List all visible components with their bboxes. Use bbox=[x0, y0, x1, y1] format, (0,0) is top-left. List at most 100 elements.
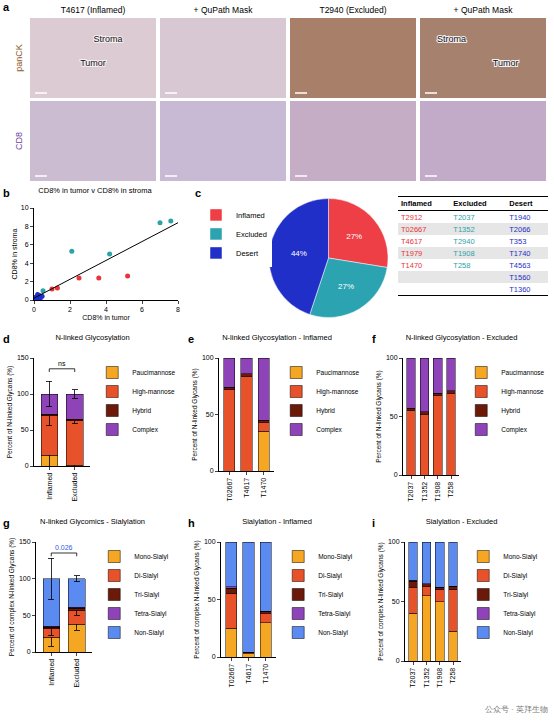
svg-text:Sialylation - Inflamed: Sialylation - Inflamed bbox=[242, 517, 312, 526]
svg-text:ns: ns bbox=[58, 360, 66, 367]
svg-text:CD8: CD8 bbox=[14, 132, 24, 150]
svg-text:Di-Sialyl: Di-Sialyl bbox=[503, 572, 527, 580]
svg-text:T1352: T1352 bbox=[421, 482, 428, 502]
svg-text:0: 0 bbox=[212, 653, 216, 660]
svg-text:Non-Sialyl: Non-Sialyl bbox=[134, 629, 164, 637]
svg-text:+ QuPath Mask: + QuPath Mask bbox=[194, 5, 254, 15]
svg-text:T4617 (Inflamed): T4617 (Inflamed) bbox=[61, 5, 126, 15]
svg-text:0: 0 bbox=[394, 471, 398, 478]
svg-text:Complex: Complex bbox=[316, 426, 342, 434]
svg-text:N-linked Glycosylation - Exclu: N-linked Glycosylation - Excluded bbox=[406, 333, 518, 342]
svg-text:Tetra-Sialyl: Tetra-Sialyl bbox=[134, 610, 167, 618]
svg-text:50: 50 bbox=[23, 612, 31, 619]
svg-text:Paucimannose: Paucimannose bbox=[501, 369, 544, 376]
svg-text:Tri-Sialyl: Tri-Sialyl bbox=[503, 591, 529, 599]
svg-text:T1470: T1470 bbox=[260, 478, 267, 498]
svg-text:44%: 44% bbox=[291, 249, 307, 258]
svg-text:100: 100 bbox=[17, 390, 29, 397]
svg-text:Inflamed: Inflamed bbox=[236, 211, 265, 220]
svg-text:50: 50 bbox=[390, 413, 398, 420]
svg-text:6: 6 bbox=[140, 306, 144, 313]
svg-text:Percent of complex N-linked Gl: Percent of complex N-linked Glycans (%) bbox=[377, 542, 385, 661]
svg-text:Excluded: Excluded bbox=[71, 473, 78, 502]
svg-text:100: 100 bbox=[386, 354, 398, 361]
svg-text:Non-Sialyl: Non-Sialyl bbox=[318, 629, 348, 637]
svg-text:Di-Sialyl: Di-Sialyl bbox=[134, 572, 158, 580]
svg-text:T1352: T1352 bbox=[423, 668, 430, 688]
svg-text:0.026: 0.026 bbox=[55, 544, 73, 551]
svg-text:0: 0 bbox=[27, 648, 31, 655]
svg-text:Excluded: Excluded bbox=[73, 659, 80, 688]
svg-text:+ QuPath Mask: + QuPath Mask bbox=[454, 5, 514, 15]
svg-text:100: 100 bbox=[388, 538, 400, 545]
svg-text:N-linked Glycosylation: N-linked Glycosylation bbox=[55, 333, 129, 342]
svg-text:High-mannose: High-mannose bbox=[501, 388, 544, 396]
svg-text:50: 50 bbox=[21, 426, 29, 433]
svg-text:0: 0 bbox=[25, 462, 29, 469]
svg-text:Percent of complex N-linked Gl: Percent of complex N-linked Glycans (%) bbox=[193, 540, 201, 659]
svg-text:Tetra-Sialyl: Tetra-Sialyl bbox=[318, 610, 351, 618]
svg-text:Di-Sialyl: Di-Sialyl bbox=[318, 572, 342, 580]
svg-text:Percent of N-linked Glycans (%: Percent of N-linked Glycans (%) bbox=[191, 368, 199, 460]
svg-text:50: 50 bbox=[208, 596, 216, 603]
svg-text:CD8% in stroma: CD8% in stroma bbox=[11, 228, 18, 279]
svg-text:Hybrid: Hybrid bbox=[316, 407, 335, 415]
svg-text:T2037: T2037 bbox=[409, 668, 416, 688]
svg-text:27%: 27% bbox=[338, 282, 354, 291]
svg-text:Tri-Sialyl: Tri-Sialyl bbox=[318, 591, 344, 599]
svg-text:Percent of N-linked Glycans (%: Percent of N-linked Glycans (%) bbox=[6, 366, 14, 458]
svg-text:T02667: T02667 bbox=[228, 664, 235, 688]
svg-text:Non-Sialyl: Non-Sialyl bbox=[503, 629, 533, 637]
svg-text:Excluded: Excluded bbox=[236, 230, 267, 239]
svg-text:2: 2 bbox=[25, 278, 29, 285]
svg-text:High-mannose: High-mannose bbox=[316, 388, 359, 396]
svg-text:10: 10 bbox=[21, 204, 29, 211]
svg-text:T258: T258 bbox=[447, 482, 454, 498]
svg-text:T1908: T1908 bbox=[434, 482, 441, 502]
svg-text:T02667: T02667 bbox=[226, 478, 233, 502]
svg-text:Paucimannose: Paucimannose bbox=[316, 369, 359, 376]
svg-text:0: 0 bbox=[32, 306, 36, 313]
svg-text:N-linked Glycomics - Sialylati: N-linked Glycomics - Sialylation bbox=[40, 517, 145, 526]
svg-text:T4617: T4617 bbox=[245, 664, 252, 684]
svg-text:Inflamed: Inflamed bbox=[48, 659, 55, 686]
svg-text:Stroma: Stroma bbox=[437, 34, 466, 44]
svg-text:T1908: T1908 bbox=[436, 668, 443, 688]
svg-text:100: 100 bbox=[204, 538, 216, 545]
svg-text:T2037: T2037 bbox=[407, 482, 414, 502]
svg-text:CD8% in tumor v CD8% in stroma: CD8% in tumor v CD8% in stroma bbox=[38, 186, 152, 195]
svg-text:Complex: Complex bbox=[501, 426, 527, 434]
svg-text:T1470: T1470 bbox=[262, 664, 269, 684]
svg-text:100: 100 bbox=[202, 354, 214, 361]
svg-text:4: 4 bbox=[25, 260, 29, 267]
svg-text:6: 6 bbox=[25, 241, 29, 248]
svg-text:Mono-Sialyl: Mono-Sialyl bbox=[318, 553, 353, 561]
svg-text:N-linked Glycosylation - Infla: N-linked Glycosylation - Inflamed bbox=[222, 333, 332, 342]
svg-text:8: 8 bbox=[176, 306, 180, 313]
svg-text:0: 0 bbox=[210, 467, 214, 474]
svg-text:100: 100 bbox=[19, 575, 31, 582]
svg-text:Tetra-Sialyl: Tetra-Sialyl bbox=[503, 610, 536, 618]
svg-text:Mono-Sialyl: Mono-Sialyl bbox=[134, 553, 169, 561]
svg-text:4: 4 bbox=[104, 306, 108, 313]
svg-text:Mono-Sialyl: Mono-Sialyl bbox=[503, 553, 538, 561]
svg-text:0: 0 bbox=[25, 296, 29, 303]
svg-text:High-mannose: High-mannose bbox=[132, 388, 175, 396]
svg-text:27%: 27% bbox=[346, 232, 362, 241]
svg-text:T4617: T4617 bbox=[243, 478, 250, 498]
svg-text:2: 2 bbox=[68, 306, 72, 313]
svg-text:Tumor: Tumor bbox=[80, 58, 106, 68]
svg-text:T258: T258 bbox=[449, 668, 456, 684]
svg-text:Percent of complex N-linked Gl: Percent of complex N-linked Glycans (%) bbox=[8, 538, 16, 657]
svg-text:50: 50 bbox=[392, 598, 400, 605]
svg-text:Tumor: Tumor bbox=[493, 58, 519, 68]
svg-text:T2940 (Excluded): T2940 (Excluded) bbox=[319, 5, 386, 15]
svg-text:Percent of N-linked Glycans (%: Percent of N-linked Glycans (%) bbox=[375, 370, 383, 462]
svg-text:Inflamed: Inflamed bbox=[46, 473, 53, 500]
svg-text:50: 50 bbox=[206, 411, 214, 418]
svg-text:Desert: Desert bbox=[236, 249, 259, 258]
svg-text:Complex: Complex bbox=[132, 426, 158, 434]
svg-text:0: 0 bbox=[396, 657, 400, 664]
svg-text:CD8% in tumor: CD8% in tumor bbox=[82, 314, 130, 321]
svg-text:150: 150 bbox=[17, 354, 29, 361]
